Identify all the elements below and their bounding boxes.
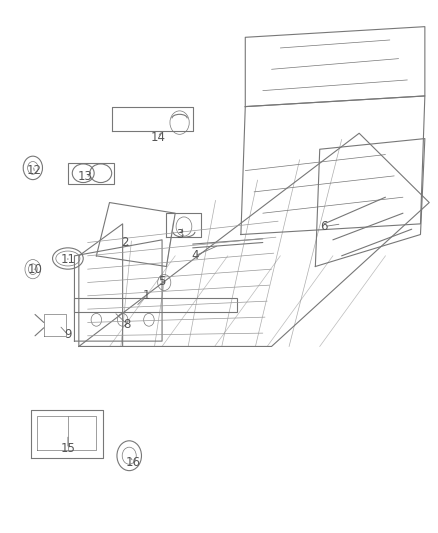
Text: 13: 13 (78, 171, 93, 183)
Text: 14: 14 (150, 131, 165, 144)
Text: 1: 1 (143, 289, 151, 302)
Text: 16: 16 (126, 456, 141, 469)
Text: 15: 15 (60, 442, 75, 455)
Text: 10: 10 (28, 263, 42, 276)
Text: 9: 9 (64, 328, 72, 341)
Text: 3: 3 (176, 228, 183, 241)
Text: 11: 11 (60, 253, 75, 266)
Text: 2: 2 (121, 236, 129, 249)
Text: 4: 4 (191, 249, 199, 262)
Text: 6: 6 (320, 220, 328, 233)
Text: 5: 5 (159, 275, 166, 288)
Text: 8: 8 (124, 318, 131, 330)
Text: 12: 12 (27, 164, 42, 177)
